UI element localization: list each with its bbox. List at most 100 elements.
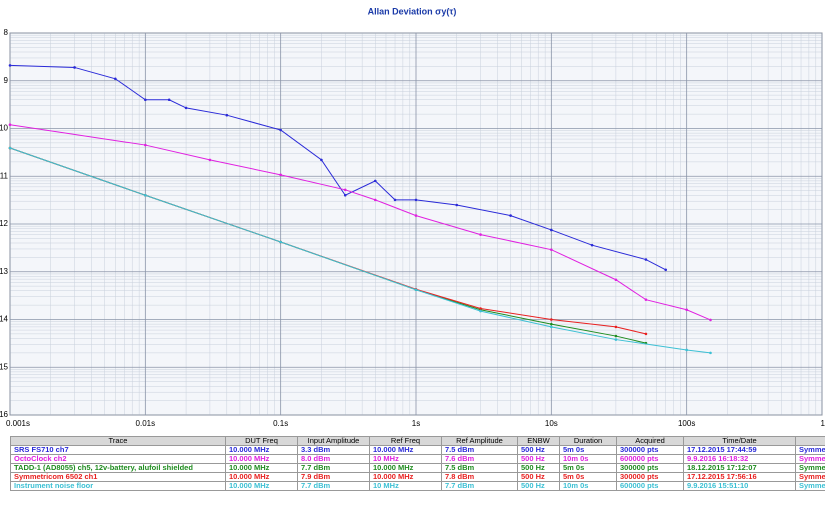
data-point <box>509 214 512 217</box>
table-cell: 10.000 MHz <box>225 445 298 455</box>
data-point <box>550 325 553 329</box>
table-cell: 300000 pts <box>616 463 684 473</box>
table-cell: 500 Hz <box>517 472 560 482</box>
table-row: TADD-1 (AD8055) ch5, 12v-battery, alufoi… <box>10 463 825 473</box>
data-point <box>208 158 212 162</box>
data-point <box>414 288 418 292</box>
column-header: Instrument <box>795 436 825 446</box>
data-point <box>644 298 648 301</box>
data-point <box>73 66 76 69</box>
table-cell: 500 Hz <box>517 481 560 491</box>
y-tick-label: 14 <box>0 315 9 324</box>
y-tick-label: 16 <box>0 410 9 419</box>
table-cell: 10 MHz <box>369 481 442 491</box>
table-cell: 7.7 dBm <box>297 481 370 491</box>
table-cell: 18.12.2015 17:12:07 <box>683 463 796 473</box>
table-cell: 7.8 dBm <box>441 472 518 482</box>
data-point <box>614 325 618 329</box>
data-point <box>709 318 712 322</box>
column-header: Ref Amplitude <box>441 436 518 446</box>
data-point <box>373 179 377 183</box>
table-cell: 3.3 dBm <box>297 445 370 455</box>
data-point <box>144 143 147 147</box>
table-cell: 500 Hz <box>517 454 560 464</box>
table-cell: Symmetricom 3120A <box>795 481 825 491</box>
x-tick-label: 0.01s <box>136 419 156 428</box>
table-row: SRS FS710 ch7 10.000 MHz 3.3 dBm 10.000 MHz… <box>10 445 825 455</box>
data-point <box>550 248 553 251</box>
data-point <box>685 308 688 312</box>
data-point <box>144 193 147 197</box>
table-cell: 8.0 dBm <box>297 454 370 464</box>
data-point <box>279 173 282 177</box>
table-cell: 10.000 MHz <box>225 472 298 482</box>
table-row: Symmetricom 6502 ch1 10.000 MHz 7.9 dBm 10.… <box>10 472 825 482</box>
table-cell: 600000 pts <box>616 454 684 464</box>
y-tick-label: 15 <box>0 362 9 371</box>
data-point <box>644 332 648 336</box>
legend-entry: OctoClock ch2 <box>10 454 226 464</box>
table-cell: 17.12.2015 17:44:59 <box>683 445 796 455</box>
data-point <box>8 64 12 67</box>
column-header: DUT Freq <box>225 436 298 446</box>
data-point <box>184 106 188 110</box>
data-point <box>479 307 482 310</box>
data-point <box>709 351 712 355</box>
table-cell: 5m 0s <box>559 472 617 482</box>
table-cell: 10.000 MHz <box>369 463 442 473</box>
data-point <box>320 158 323 162</box>
data-point <box>614 334 618 338</box>
table-cell: 10.000 MHz <box>225 463 298 473</box>
table-cell: 600000 pts <box>616 481 684 491</box>
data-point <box>373 198 377 202</box>
data-point <box>479 309 482 313</box>
table-cell: 7.6 dBm <box>441 454 518 464</box>
y-tick-label: 11 <box>0 171 9 180</box>
data-point <box>479 233 482 236</box>
y-tick-label: 9 <box>4 76 9 85</box>
legend-entry: Instrument noise floor <box>10 481 226 491</box>
data-point <box>550 322 553 326</box>
legend-entry: Symmetricom 6502 ch1 <box>10 472 226 482</box>
table-row: OctoClock ch2 10.000 MHz 8.0 dBm 10 MHz 7.6 … <box>10 454 825 464</box>
table-cell: 9.9.2016 15:51:10 <box>683 481 796 491</box>
table-cell: Symmetricom 3120A <box>795 445 825 455</box>
data-point <box>455 203 459 207</box>
x-tick-label: 1s <box>412 419 420 428</box>
table-cell: 7.5 dBm <box>441 463 518 473</box>
data-point <box>114 77 117 81</box>
data-point <box>414 198 418 202</box>
table-cell: 500 Hz <box>517 445 560 455</box>
legend-entry: SRS FS710 ch7 <box>10 445 226 455</box>
table-row: Instrument noise floor 10.000 MHz 7.7 dBm 1… <box>10 481 825 491</box>
y-tick-label: 13 <box>0 267 9 276</box>
data-point <box>8 123 12 127</box>
column-header: Duration <box>559 436 617 446</box>
x-tick-label: 100s <box>678 419 695 428</box>
table-cell: 10.000 MHz <box>225 481 298 491</box>
data-point <box>664 268 668 272</box>
column-header: Input Amplitude <box>297 436 370 446</box>
table-cell: 10m 0s <box>559 481 617 491</box>
data-point <box>144 98 147 102</box>
info-table: Trace DUT Freq Input Amplitude Ref Freq Ref … <box>10 436 825 491</box>
chart-title: Allan Deviation σy(τ) <box>368 6 457 16</box>
x-tick-label: 1 <box>821 419 825 428</box>
column-header: Acquired <box>616 436 684 446</box>
table-cell: Symmetricom 3120A <box>795 463 825 473</box>
x-tick-label: 10s <box>545 419 558 428</box>
x-tick-label: 0.1s <box>273 419 288 428</box>
data-point <box>8 146 12 150</box>
table-cell: 5m 0s <box>559 463 617 473</box>
legend-entry: TADD-1 (AD8055) ch5, 12v-battery, alufoi… <box>10 463 226 473</box>
table-cell: 10.000 MHz <box>369 472 442 482</box>
data-point <box>614 338 618 341</box>
chart: Allan Deviation σy(τ) 0.001s 0.01s 0.1s 1s 1… <box>0 6 825 428</box>
table-cell: 10.000 MHz <box>369 445 442 455</box>
y-tick-label: 12 <box>0 219 9 228</box>
table-cell: 7.9 dBm <box>297 472 370 482</box>
table-cell: Symmetricom 3120A <box>795 454 825 464</box>
data-point <box>279 240 282 244</box>
data-point <box>343 193 347 197</box>
